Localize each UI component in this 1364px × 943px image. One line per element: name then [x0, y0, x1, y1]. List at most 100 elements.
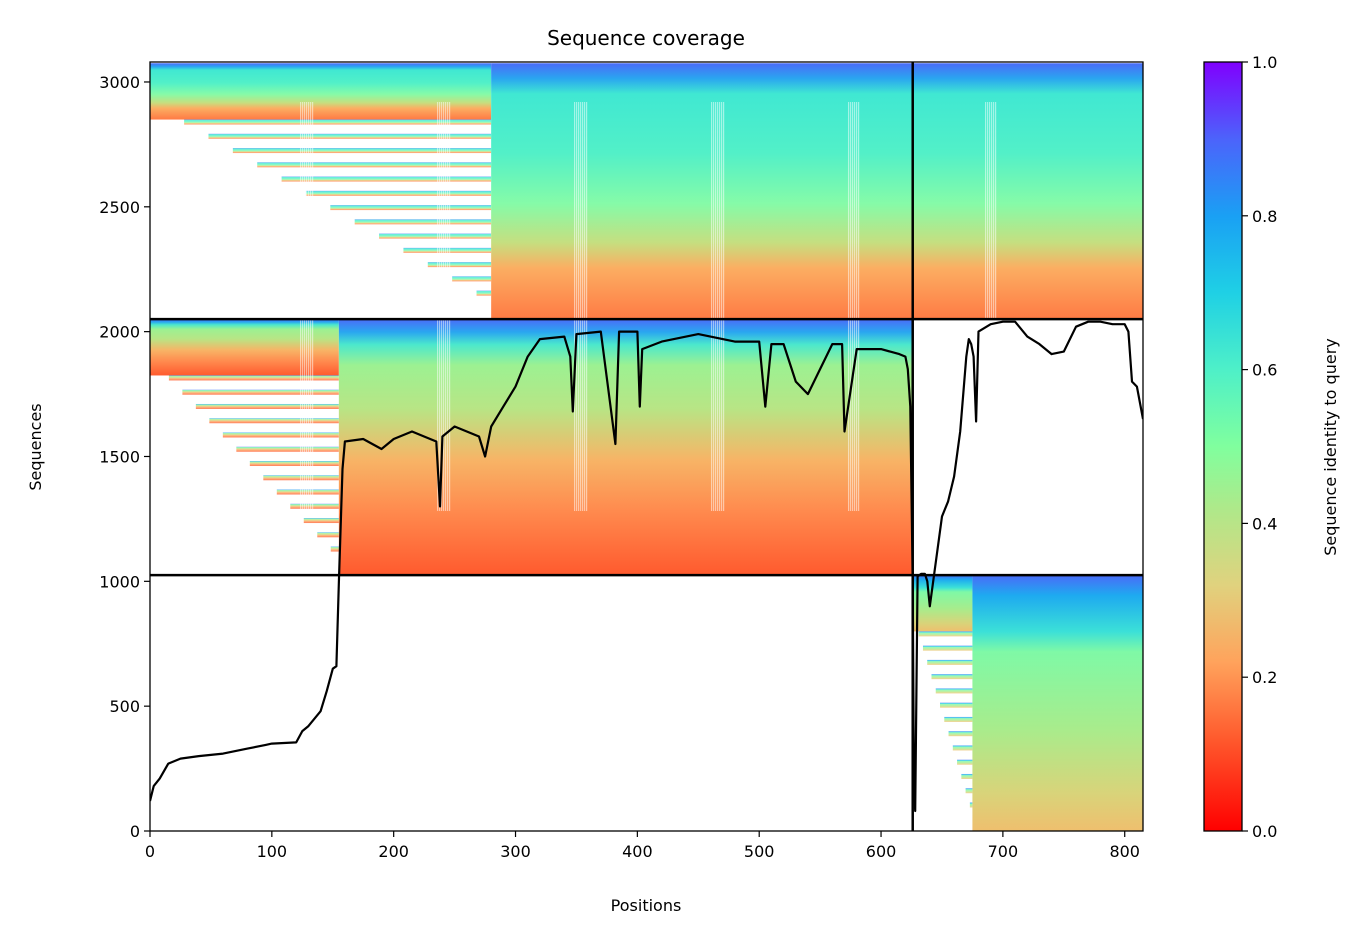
block-2-partial-row [208, 133, 492, 139]
x-tick-label: 0 [145, 842, 155, 861]
block-1-partial-row [290, 503, 339, 509]
block-0-partial-row [940, 702, 973, 708]
x-tick-label: 200 [378, 842, 409, 861]
block-1-partial-row [236, 446, 339, 452]
gap-stripe [985, 102, 987, 511]
gap-stripe [580, 102, 582, 511]
gap-stripe [439, 102, 441, 511]
chart-title: Sequence coverage [547, 26, 745, 50]
colorbar-tick-label: 0.4 [1252, 514, 1277, 533]
block-2-partial-row [427, 262, 492, 268]
gap-stripe [995, 102, 997, 511]
x-tick-label: 400 [622, 842, 653, 861]
gap-stripe [850, 102, 852, 511]
gap-stripe [719, 102, 721, 511]
block-0-partial-top [912, 575, 973, 632]
block-1-partial-row [182, 389, 339, 395]
gap-stripe [576, 102, 578, 511]
block-0-partial-row [935, 688, 973, 694]
block-2-partial-row [184, 119, 492, 125]
block-1-partial-row [168, 375, 339, 381]
block-2-partial-row [330, 205, 492, 211]
gap-stripe [584, 102, 586, 511]
colorbar-ticks: 0.0 0.2 0.4 0.6 0.8 1.0 [1242, 53, 1277, 841]
y-tick-label: 0 [130, 822, 140, 841]
gap-stripe [441, 102, 443, 511]
colorbar [1203, 61, 1243, 832]
block-0-partial-row [969, 802, 973, 808]
block-1-partial-row [317, 532, 339, 538]
msa-blocks [150, 63, 1143, 831]
gap-stripe [989, 102, 991, 511]
colorbar-label: Sequence identity to query [1321, 338, 1340, 555]
y-tick-label: 2500 [99, 198, 140, 217]
block-0-partial-row [931, 674, 973, 680]
x-tick-label: 700 [988, 842, 1019, 861]
gap-stripe [715, 102, 717, 511]
colorbar-tick-label: 0.6 [1252, 361, 1277, 380]
coverage-line [150, 320, 1143, 813]
gap-stripe [721, 102, 723, 511]
gap-stripe [848, 102, 850, 511]
y-axis-ticks: 0 500 1000 1500 2000 2500 3000 [99, 73, 150, 841]
gap-stripe [308, 102, 310, 511]
gap-stripe [437, 102, 439, 511]
block-1-partial-row [195, 403, 339, 409]
block-1-partial-row [276, 489, 339, 495]
block-2-partial-row [257, 162, 492, 168]
gap-stripe [582, 102, 584, 511]
block-0-partial-row [961, 773, 973, 779]
gap-stripe [445, 102, 447, 511]
block-0-partial-row [952, 745, 973, 751]
block-2-coverage [491, 63, 1143, 320]
colorbar-tick-label: 0.2 [1252, 668, 1277, 687]
block-0-partial-row [918, 631, 973, 637]
gap-stripe [312, 102, 314, 511]
block-1-partial-row [249, 461, 339, 467]
gap-stripe [856, 102, 858, 511]
block-1-partial-row [330, 546, 339, 552]
y-tick-label: 500 [109, 697, 140, 716]
gap-stripe [713, 102, 715, 511]
block-0-coverage [972, 575, 1143, 831]
block-1-partial-row [222, 432, 339, 438]
block-1-partial-row [209, 418, 339, 424]
gap-stripe [447, 102, 449, 511]
y-tick-label: 2000 [99, 323, 140, 342]
gap-stripe [306, 102, 308, 511]
block-2-partial-row [476, 290, 492, 296]
x-tick-label: 800 [1109, 842, 1140, 861]
gap-stripe [304, 102, 306, 511]
gap-stripe [586, 102, 588, 511]
gap-stripe [858, 102, 860, 511]
gap-stripe [987, 102, 989, 511]
y-tick-label: 1500 [99, 447, 140, 466]
gap-stripe [443, 102, 445, 511]
y-tick-label: 3000 [99, 73, 140, 92]
block-2-partial-row [452, 276, 492, 282]
gap-stripe [852, 102, 854, 511]
block-1-partial-row [303, 518, 339, 524]
colorbar-tick-label: 0.8 [1252, 207, 1277, 226]
x-axis-ticks: 0 100 200 300 400 500 600 700 800 [145, 831, 1140, 861]
gap-stripe [993, 102, 995, 511]
gap-stripe [717, 102, 719, 511]
colorbar-tick-label: 1.0 [1252, 53, 1277, 72]
x-axis-label: Positions [611, 896, 682, 915]
y-tick-label: 1000 [99, 572, 140, 591]
block-0-partial-row [957, 759, 973, 765]
block-1-coverage [338, 319, 913, 576]
plot-area-frame [149, 61, 1144, 832]
block-2-partial-row [281, 176, 492, 182]
gap-stripe [723, 102, 725, 511]
block-2-partial-row [379, 233, 492, 239]
block-2-partial-row [232, 148, 492, 154]
gap-stripe [854, 102, 856, 511]
block-0-partial-row [927, 659, 973, 665]
gap-stripe [711, 102, 713, 511]
gap-stripe [578, 102, 580, 511]
block-0-partial-row [944, 716, 973, 722]
gap-stripe [310, 102, 312, 511]
gap-stripe [449, 102, 451, 511]
